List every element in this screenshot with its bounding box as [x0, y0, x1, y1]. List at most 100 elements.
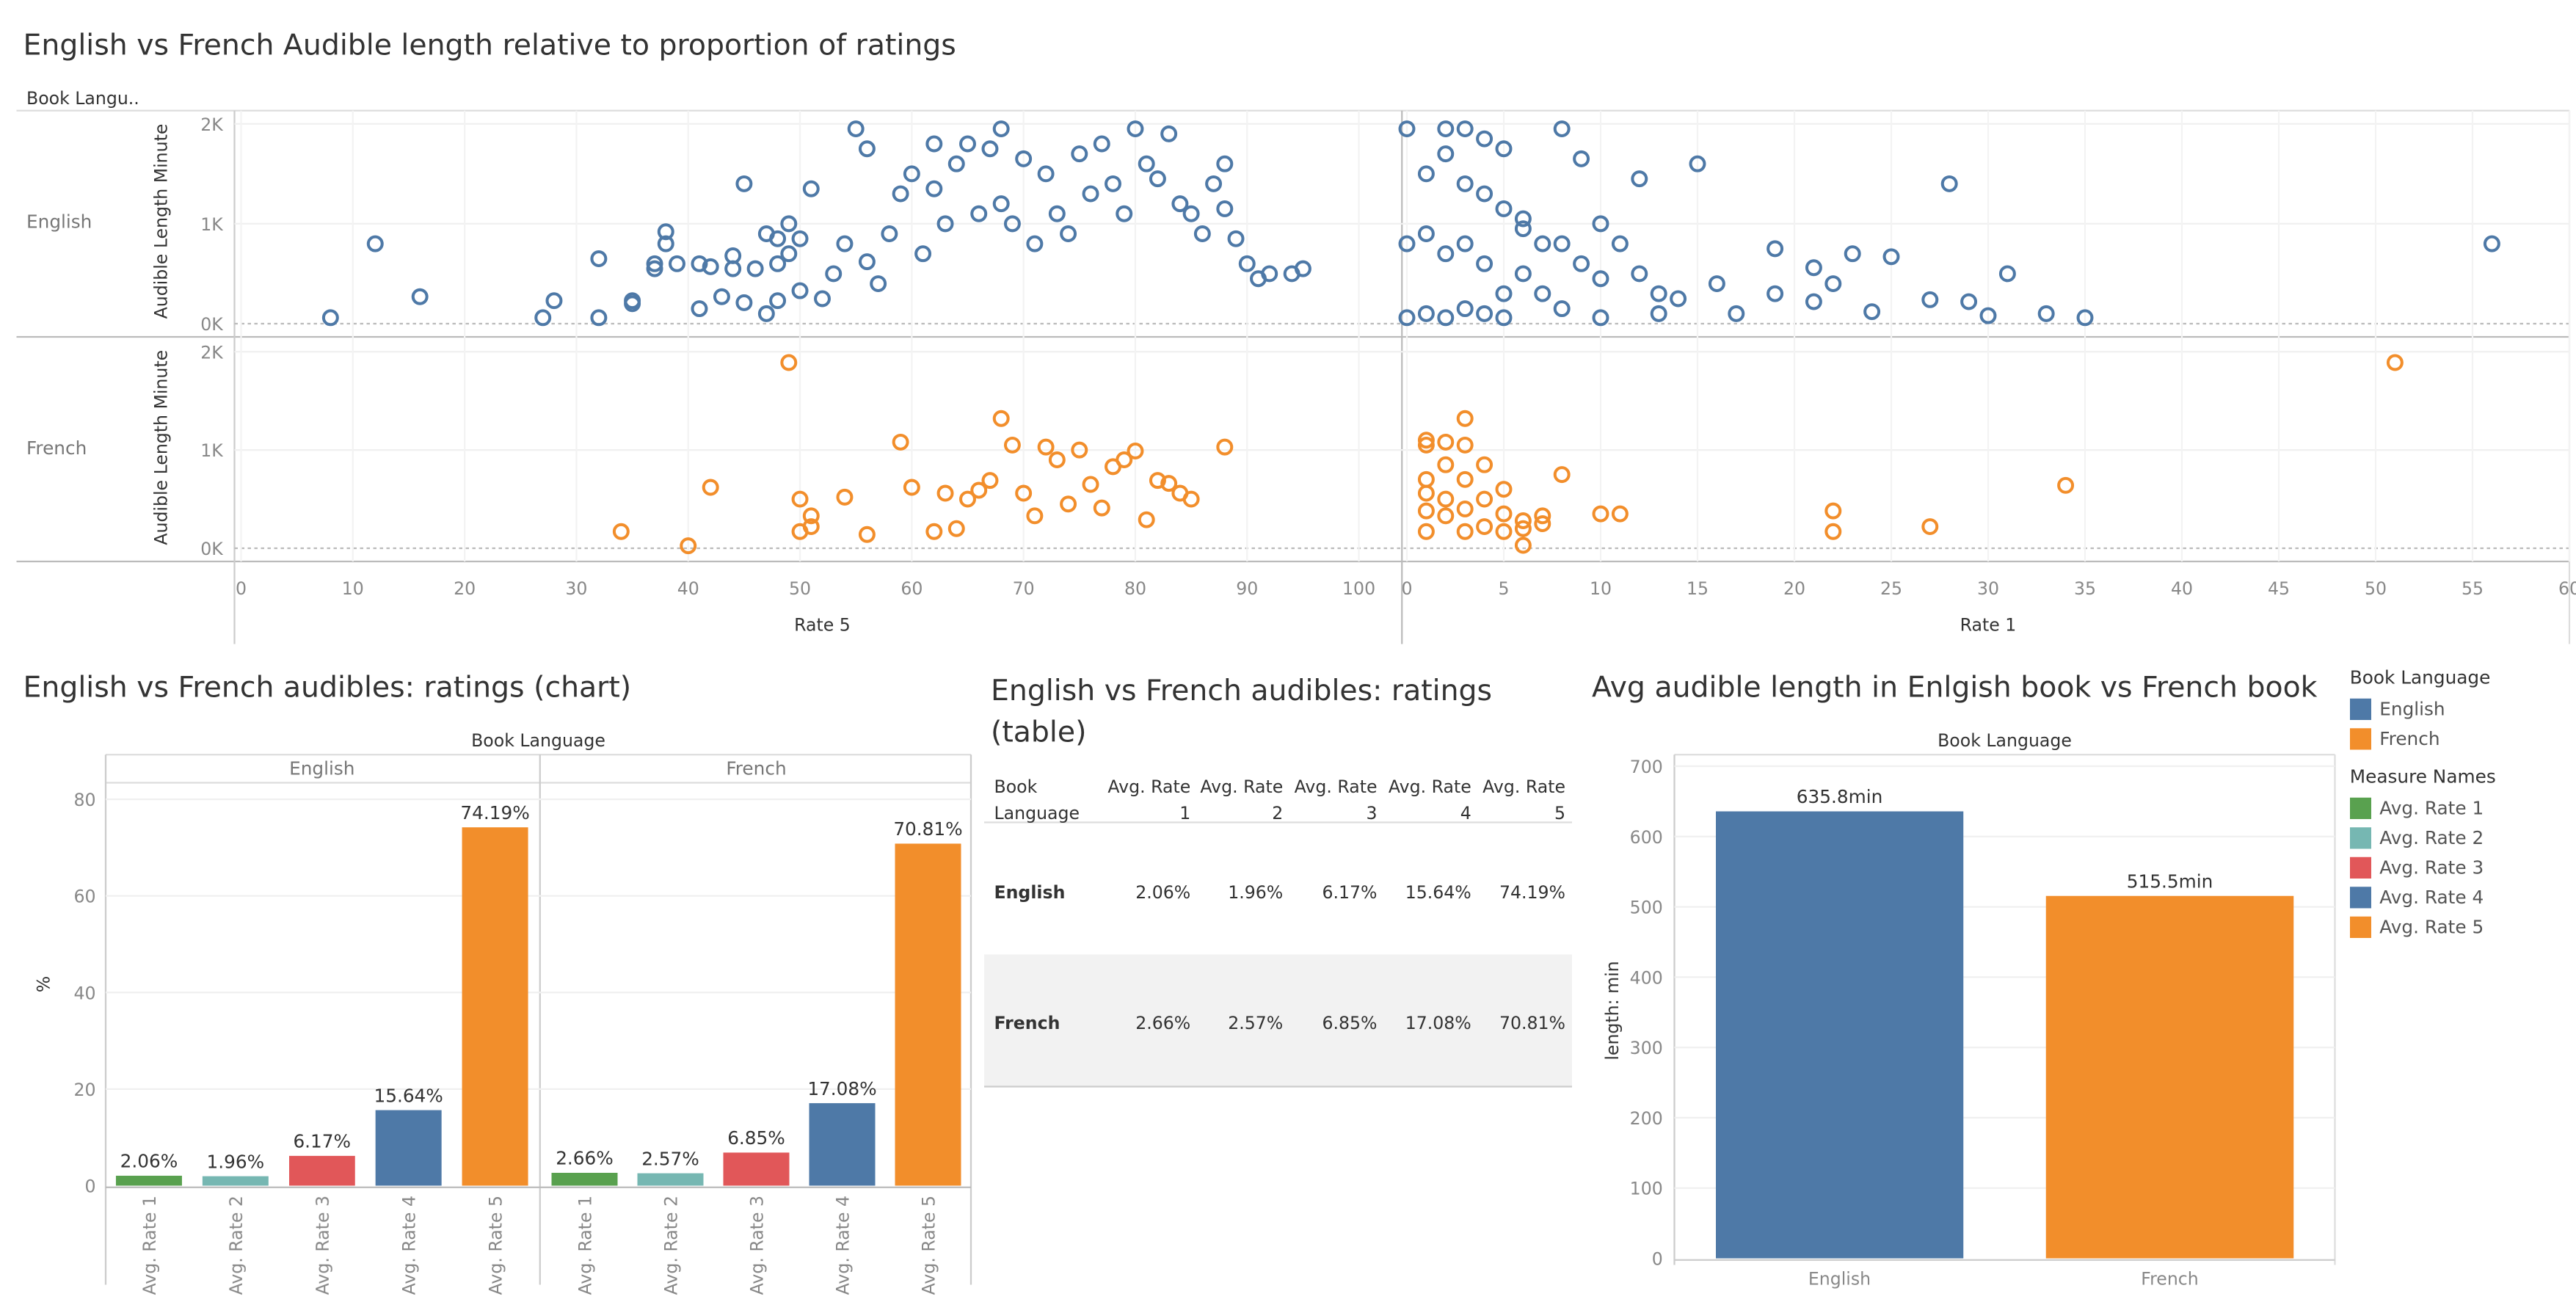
- scatter-point-english: [1193, 225, 1211, 242]
- legend-item-rate2[interactable]: Avg. Rate 2: [2349, 823, 2496, 853]
- scatter-point-french: [1534, 515, 1551, 533]
- x-tick-label: English: [1808, 1269, 1871, 1290]
- legend-item-rate3[interactable]: Avg. Rate 3: [2349, 852, 2496, 882]
- y-axis-title: Audible Length Minute: [150, 124, 171, 319]
- ratings-bar-chart[interactable]: Book Language 0 20 40 60 80% English 2.06% Avg. …: [0, 0, 991, 1301]
- scatter-point-english: [1456, 120, 1474, 138]
- data-label: 635.8min: [1797, 786, 1883, 807]
- legend-item-english[interactable]: English: [2349, 694, 2496, 724]
- scatter-point-english: [1437, 309, 1455, 327]
- legend-item-french[interactable]: French: [2349, 724, 2496, 754]
- legend-label: Avg. Rate 1: [2379, 796, 2484, 818]
- scatter-point-french: [802, 518, 820, 536]
- scatter-point-english: [936, 215, 954, 233]
- scatter-point-french: [1138, 511, 1155, 528]
- scatter-point-english: [1238, 255, 1256, 272]
- column-field-label: Book Language: [1938, 730, 2072, 751]
- scatter-point-english: [646, 260, 663, 277]
- scatter-point-english: [981, 140, 999, 158]
- scatter-point-english: [858, 253, 876, 271]
- x-tick-label: 60: [900, 578, 923, 599]
- table-header: Avg. Rate: [1389, 777, 1471, 797]
- x-tick-label: 30: [1977, 578, 1999, 599]
- legend-item-rate5[interactable]: Avg. Rate 5: [2349, 912, 2496, 942]
- legend-label: Avg. Rate 4: [2379, 886, 2484, 908]
- scatter-point-french: [612, 523, 630, 540]
- scatter-point-english: [914, 245, 932, 263]
- scatter-point-english: [1398, 309, 1416, 327]
- scatter-plot[interactable]: Book Langu.. 0K 1K 2K English Audible Length …: [0, 0, 2576, 661]
- x-tick-label: 0: [236, 578, 247, 599]
- bar-french: [2045, 895, 2294, 1259]
- scatter-point-french: [858, 525, 876, 543]
- scatter-point-french: [1611, 505, 1629, 523]
- y-tick-label: 200: [1630, 1108, 1663, 1129]
- legend-item-rate4[interactable]: Avg. Rate 4: [2349, 882, 2496, 912]
- bar-french-rate5: [895, 843, 961, 1186]
- table-header: Language: [994, 803, 1080, 823]
- scatter-point-french: [1417, 436, 1435, 454]
- bar-french-rate1: [551, 1172, 618, 1186]
- scatter-point-english: [1495, 200, 1513, 217]
- scatter-point-french: [1456, 436, 1474, 454]
- scatter-point-english: [1138, 155, 1155, 172]
- scatter-point-french: [1037, 438, 1055, 456]
- scatter-point-english: [1767, 285, 1784, 302]
- scatter-point-english: [1650, 305, 1667, 322]
- scatter-point-english: [321, 309, 339, 327]
- data-label: 6.17%: [293, 1131, 351, 1152]
- y-tick-label: 600: [1630, 827, 1663, 848]
- table-cell: 2.06%: [1135, 882, 1190, 903]
- table-cell: 2.66%: [1135, 1013, 1190, 1033]
- scatter-point-english: [1026, 235, 1044, 252]
- scatter-point-french: [1824, 502, 1842, 520]
- scatter-point-french: [1592, 505, 1609, 523]
- y-tick-label: 0K: [200, 314, 223, 335]
- scatter-point-french: [1476, 518, 1493, 536]
- bar-chart-title: English vs French audibles: ratings (cha…: [23, 672, 632, 705]
- scatter-point-french: [1417, 502, 1435, 520]
- x-tick-label: 40: [677, 578, 699, 599]
- scatter-point-english: [769, 292, 787, 310]
- scatter-point-french: [680, 537, 697, 555]
- x-tick-label: 40: [2171, 578, 2193, 599]
- scatter-point-french: [791, 490, 809, 508]
- scatter-point-french: [836, 488, 854, 506]
- scatter-point-french: [1514, 512, 1532, 529]
- scatter-point-english: [1417, 165, 1435, 183]
- scatter-point-french: [1216, 438, 1234, 456]
- scatter-point-english: [1227, 230, 1245, 247]
- x-tick-label: 90: [1236, 578, 1258, 599]
- table-cell: 15.64%: [1405, 882, 1471, 903]
- table-cell: 74.19%: [1499, 882, 1565, 903]
- scatter-point-english: [769, 255, 787, 272]
- scatter-point-english: [624, 292, 641, 310]
- scatter-point-french: [780, 354, 798, 371]
- table-cell: French: [994, 1013, 1060, 1033]
- avg-length-bar-chart[interactable]: Book Language0100200300400500600700lengt…: [0, 0, 2345, 1301]
- scatter-point-english: [881, 225, 898, 242]
- scatter-point-english: [847, 120, 865, 138]
- scatter-point-english: [411, 288, 429, 305]
- y-tick-label: 20: [73, 1080, 95, 1100]
- scatter-point-english: [1456, 235, 1474, 252]
- y-tick-label: 700: [1630, 757, 1663, 777]
- scatter-point-english: [1437, 120, 1455, 138]
- scatter-point-english: [1149, 170, 1166, 188]
- y-tick-label: 500: [1630, 898, 1663, 918]
- x-tick-label: 45: [2268, 578, 2290, 599]
- x-tick-label: 20: [454, 578, 476, 599]
- x-tick-label: Avg. Rate 3: [313, 1196, 333, 1295]
- legend-item-rate1[interactable]: Avg. Rate 1: [2349, 793, 2496, 823]
- scatter-point-english: [735, 175, 753, 192]
- scatter-point-english: [590, 309, 608, 327]
- scatter-point-english: [1261, 265, 1278, 283]
- ratings-table: Book Language Avg. Rate 1 Avg. Rate 2 Avg. Rat…: [984, 777, 1572, 1088]
- x-tick-label: Avg. Rate 2: [661, 1196, 682, 1295]
- scatter-point-english: [1048, 205, 1066, 222]
- swatch-rate1: [2349, 796, 2371, 818]
- scatter-point-english: [1514, 210, 1532, 228]
- legend-label: Avg. Rate 3: [2379, 856, 2484, 878]
- table-cell: 70.81%: [1499, 1013, 1565, 1033]
- scatter-point-french: [1116, 451, 1133, 468]
